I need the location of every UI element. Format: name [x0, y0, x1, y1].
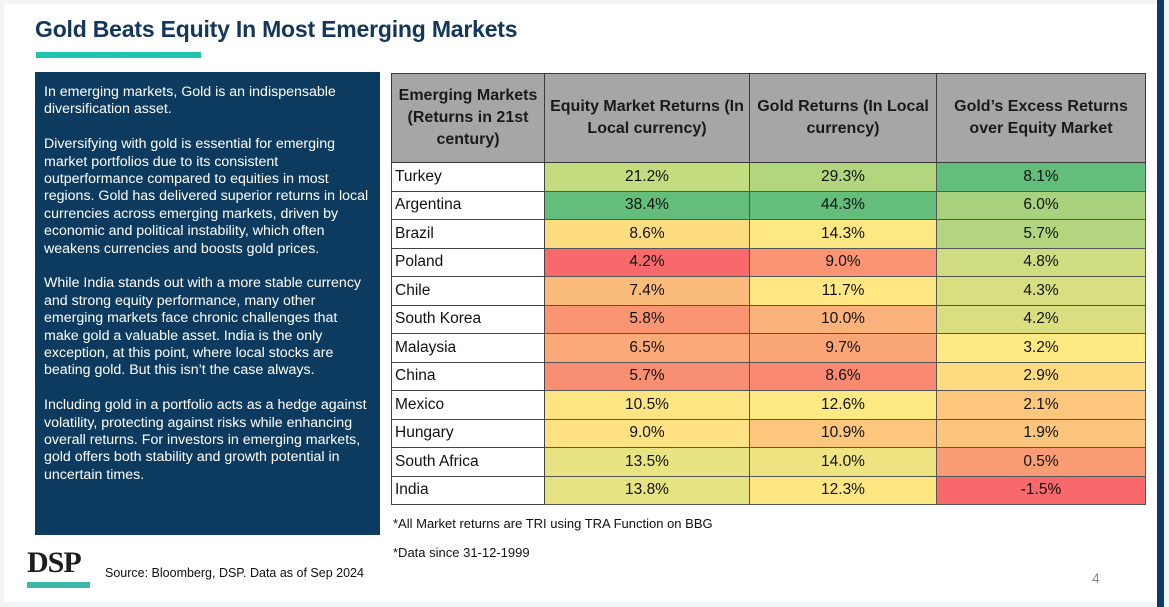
cell-gold-return: 12.3%: [749, 475, 937, 505]
commentary-paragraph: While India stands out with a more stabl…: [44, 275, 362, 379]
table-row: South Korea 5.8% 10.0% 4.2%: [391, 304, 1146, 334]
cell-gold-return: 8.6%: [749, 361, 937, 391]
cell-equity-return: 4.2%: [544, 247, 750, 277]
cell-gold-return: 9.0%: [749, 247, 937, 277]
table-row: China 5.7% 8.6% 2.9%: [391, 361, 1146, 391]
commentary-paragraph: Including gold in a portfolio acts as a …: [44, 397, 367, 483]
footnote-tri: *All Market returns are TRI using TRA Fu…: [393, 516, 713, 531]
commentary-panel: In emerging markets, Gold is an indispen…: [35, 72, 380, 535]
cell-country: China: [391, 361, 545, 391]
page-number: 4: [1092, 570, 1100, 586]
logo-accent-underline: [27, 582, 90, 588]
cell-excess-return: -1.5%: [936, 475, 1146, 505]
cell-country: South Africa: [391, 447, 545, 477]
cell-equity-return: 13.8%: [544, 475, 750, 505]
cell-country: Poland: [391, 247, 545, 277]
cell-country: Chile: [391, 276, 545, 306]
table-row: Argentina 38.4% 44.3% 6.0%: [391, 190, 1146, 220]
cell-excess-return: 4.2%: [936, 304, 1146, 334]
table-body: Turkey 21.2% 29.3% 8.1% Argentina 38.4% 44.3% 6…: [391, 162, 1146, 505]
header-excess-returns: Gold’s Excess Returns over Equity Market: [936, 73, 1146, 163]
cell-gold-return: 14.0%: [749, 447, 937, 477]
cell-excess-return: 3.2%: [936, 333, 1146, 363]
table-row: Chile 7.4% 11.7% 4.3%: [391, 276, 1146, 306]
cell-excess-return: 2.1%: [936, 390, 1146, 420]
footnote-data-since: *Data since 31-12-1999: [393, 545, 530, 560]
cell-excess-return: 4.3%: [936, 276, 1146, 306]
cell-equity-return: 5.7%: [544, 361, 750, 391]
cell-equity-return: 13.5%: [544, 447, 750, 477]
cell-equity-return: 8.6%: [544, 219, 750, 249]
table-row: Poland 4.2% 9.0% 4.8%: [391, 247, 1146, 277]
cell-excess-return: 2.9%: [936, 361, 1146, 391]
returns-table: Emerging Markets (Returns in 21st centur…: [391, 73, 1146, 505]
cell-gold-return: 10.9%: [749, 418, 937, 448]
cell-excess-return: 6.0%: [936, 190, 1146, 220]
cell-excess-return: 5.7%: [936, 219, 1146, 249]
table-row: Turkey 21.2% 29.3% 8.1%: [391, 162, 1146, 192]
cell-excess-return: 8.1%: [936, 162, 1146, 192]
cell-equity-return: 10.5%: [544, 390, 750, 420]
cell-gold-return: 14.3%: [749, 219, 937, 249]
table-header-row: Emerging Markets (Returns in 21st centur…: [391, 73, 1146, 163]
cell-equity-return: 38.4%: [544, 190, 750, 220]
cell-equity-return: 7.4%: [544, 276, 750, 306]
table-row: Brazil 8.6% 14.3% 5.7%: [391, 219, 1146, 249]
cell-excess-return: 1.9%: [936, 418, 1146, 448]
cell-excess-return: 4.8%: [936, 247, 1146, 277]
commentary-paragraph: In emerging markets, Gold is an indispen…: [44, 84, 336, 118]
table-row: South Africa 13.5% 14.0% 0.5%: [391, 447, 1146, 477]
cell-gold-return: 29.3%: [749, 162, 937, 192]
table-row: India 13.8% 12.3% -1.5%: [391, 475, 1146, 505]
table-row: Malaysia 6.5% 9.7% 3.2%: [391, 333, 1146, 363]
cell-country: Hungary: [391, 418, 545, 448]
cell-gold-return: 44.3%: [749, 190, 937, 220]
cell-gold-return: 10.0%: [749, 304, 937, 334]
cell-country: India: [391, 475, 545, 505]
table-row: Hungary 9.0% 10.9% 1.9%: [391, 418, 1146, 448]
cell-country: Mexico: [391, 390, 545, 420]
cell-country: South Korea: [391, 304, 545, 334]
header-gold-returns: Gold Returns (In Local currency): [749, 73, 937, 163]
dsp-logo: DSP: [27, 546, 82, 579]
commentary-paragraph: Diversifying with gold is essential for …: [44, 136, 369, 257]
cell-equity-return: 6.5%: [544, 333, 750, 363]
page-title: Gold Beats Equity In Most Emerging Marke…: [35, 16, 518, 42]
cell-gold-return: 9.7%: [749, 333, 937, 363]
cell-gold-return: 12.6%: [749, 390, 937, 420]
cell-country: Argentina: [391, 190, 545, 220]
table-row: Mexico 10.5% 12.6% 2.1%: [391, 390, 1146, 420]
cell-country: Turkey: [391, 162, 545, 192]
header-equity-returns: Equity Market Returns (In Local currency…: [544, 73, 750, 163]
cell-equity-return: 21.2%: [544, 162, 750, 192]
header-country: Emerging Markets (Returns in 21st centur…: [391, 73, 545, 163]
source-note: Source: Bloomberg, DSP. Data as of Sep 2…: [105, 566, 364, 580]
cell-country: Brazil: [391, 219, 545, 249]
cell-equity-return: 9.0%: [544, 418, 750, 448]
cell-country: Malaysia: [391, 333, 545, 363]
right-edge-bar: [1157, 0, 1164, 607]
title-accent-underline: [36, 52, 201, 58]
cell-gold-return: 11.7%: [749, 276, 937, 306]
cell-excess-return: 0.5%: [936, 447, 1146, 477]
cell-equity-return: 5.8%: [544, 304, 750, 334]
